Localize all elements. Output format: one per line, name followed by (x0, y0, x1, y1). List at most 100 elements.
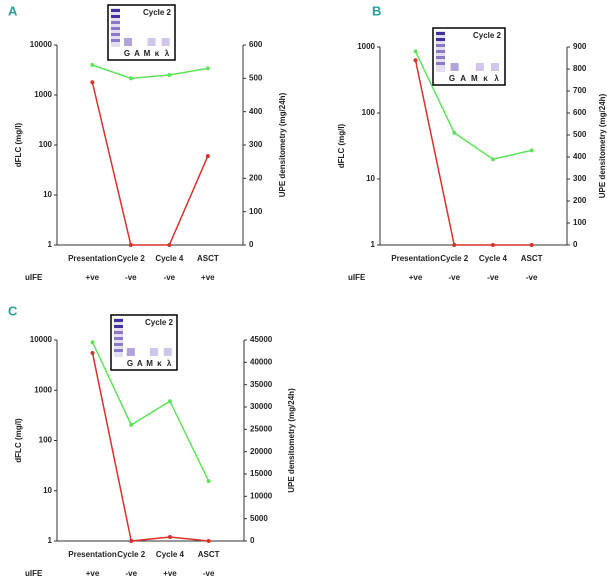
gel-smear (149, 348, 158, 356)
inset-lane: λ (167, 359, 172, 368)
point (205, 66, 210, 71)
inset-lane: G (124, 49, 130, 58)
gel-band (111, 9, 120, 12)
x-tick-label: Presentation (391, 254, 440, 263)
point (206, 539, 211, 543)
row-label: uIFE (25, 569, 43, 578)
inset-lane: κ (155, 49, 160, 58)
gel-band (114, 331, 123, 334)
point (452, 130, 457, 135)
x-tick-label: ASCT (198, 550, 220, 559)
gel-band (436, 50, 445, 53)
gel-smear (490, 63, 499, 71)
y2-tick-label: 100 (573, 218, 587, 227)
inset-lane: G (127, 359, 133, 368)
row-label: uIFE (25, 273, 43, 282)
y-tick-label: 1000 (357, 42, 375, 51)
point (206, 479, 211, 484)
gel-smear (163, 348, 172, 356)
y-tick-label: 1000 (34, 90, 52, 99)
gel-band (111, 27, 120, 30)
gel-band (436, 62, 445, 65)
point (167, 243, 172, 247)
y2-tick-label: 35000 (250, 380, 273, 389)
y2-tick-label: 5000 (250, 514, 268, 523)
point (413, 58, 418, 63)
inset-lane: A (460, 74, 466, 83)
y2-tick-label: 0 (573, 240, 578, 249)
series-line (91, 341, 210, 482)
y-tick-label: 10000 (30, 335, 53, 344)
panel-label: A (8, 3, 18, 18)
gel-band (111, 33, 120, 36)
y2-tick-label: 20000 (250, 447, 273, 456)
point (128, 76, 133, 81)
y2-tick-label: 200 (249, 173, 263, 182)
y-tick-label: 100 (362, 108, 376, 117)
point (90, 351, 95, 356)
point (90, 340, 95, 345)
y-axis-label: dFLC (mg/l) (14, 418, 23, 463)
gel-band (111, 21, 120, 24)
row-value: +ve (163, 569, 177, 578)
gel-smear (450, 63, 459, 71)
y2-tick-label: 200 (573, 196, 587, 205)
row-value: +ve (409, 273, 423, 282)
point (490, 243, 495, 247)
point (452, 243, 457, 247)
y2-tick-label: 400 (249, 107, 263, 116)
y-tick-label: 1 (371, 240, 376, 249)
point (129, 539, 134, 543)
y-tick-label: 10000 (30, 40, 53, 49)
y2-tick-label: 300 (573, 174, 587, 183)
row-value: -ve (448, 273, 460, 282)
series-line (414, 51, 532, 161)
y-axis-label: dFLC (mg/l) (14, 122, 23, 167)
gel-band (114, 325, 123, 328)
y-tick-label: 1000 (34, 385, 52, 394)
gel-smear (126, 348, 135, 356)
y2-tick-label: 0 (250, 536, 255, 545)
x-tick-label: Cycle 4 (479, 254, 508, 263)
row-value: -ve (125, 569, 137, 578)
inset-lane: κ (157, 359, 162, 368)
gel-band (114, 343, 123, 346)
x-tick-label: Cycle 4 (156, 550, 185, 559)
y2-tick-label: 15000 (250, 469, 273, 478)
point (529, 148, 534, 153)
point (90, 80, 95, 85)
point (90, 63, 95, 67)
point (167, 399, 172, 404)
gel-band (436, 56, 445, 59)
gel-smear (475, 63, 484, 71)
x-tick-label: Presentation (68, 254, 117, 263)
gel-band (436, 44, 445, 47)
gel-smear (161, 38, 170, 46)
gel-band (111, 15, 120, 18)
inset-title: Cycle 2 (143, 8, 172, 17)
point (205, 154, 210, 159)
y-tick-label: 100 (39, 140, 53, 149)
y2-tick-label: 600 (249, 40, 263, 49)
point (167, 535, 172, 540)
series-line (91, 82, 209, 246)
gel-smear (147, 38, 156, 46)
x-tick-label: Cycle 2 (117, 550, 146, 559)
inset-title: Cycle 2 (145, 318, 174, 327)
row-value: -ve (125, 273, 137, 282)
y2-tick-label: 0 (249, 240, 254, 249)
inset-lane: M (144, 49, 151, 58)
x-tick-label: Cycle 2 (117, 254, 146, 263)
inset-lane: M (471, 74, 478, 83)
gel-band (436, 38, 445, 41)
y2-axis-label: UPE densitometry (mg/24h) (278, 92, 287, 197)
inset-lane: λ (494, 74, 499, 83)
point (129, 422, 134, 427)
point (529, 243, 534, 247)
inset-lane: κ (483, 74, 488, 83)
y2-tick-label: 400 (573, 152, 587, 161)
point (413, 49, 418, 54)
row-label: uIFE (348, 273, 366, 282)
row-value: -ve (487, 273, 499, 282)
y2-tick-label: 100 (249, 207, 263, 216)
